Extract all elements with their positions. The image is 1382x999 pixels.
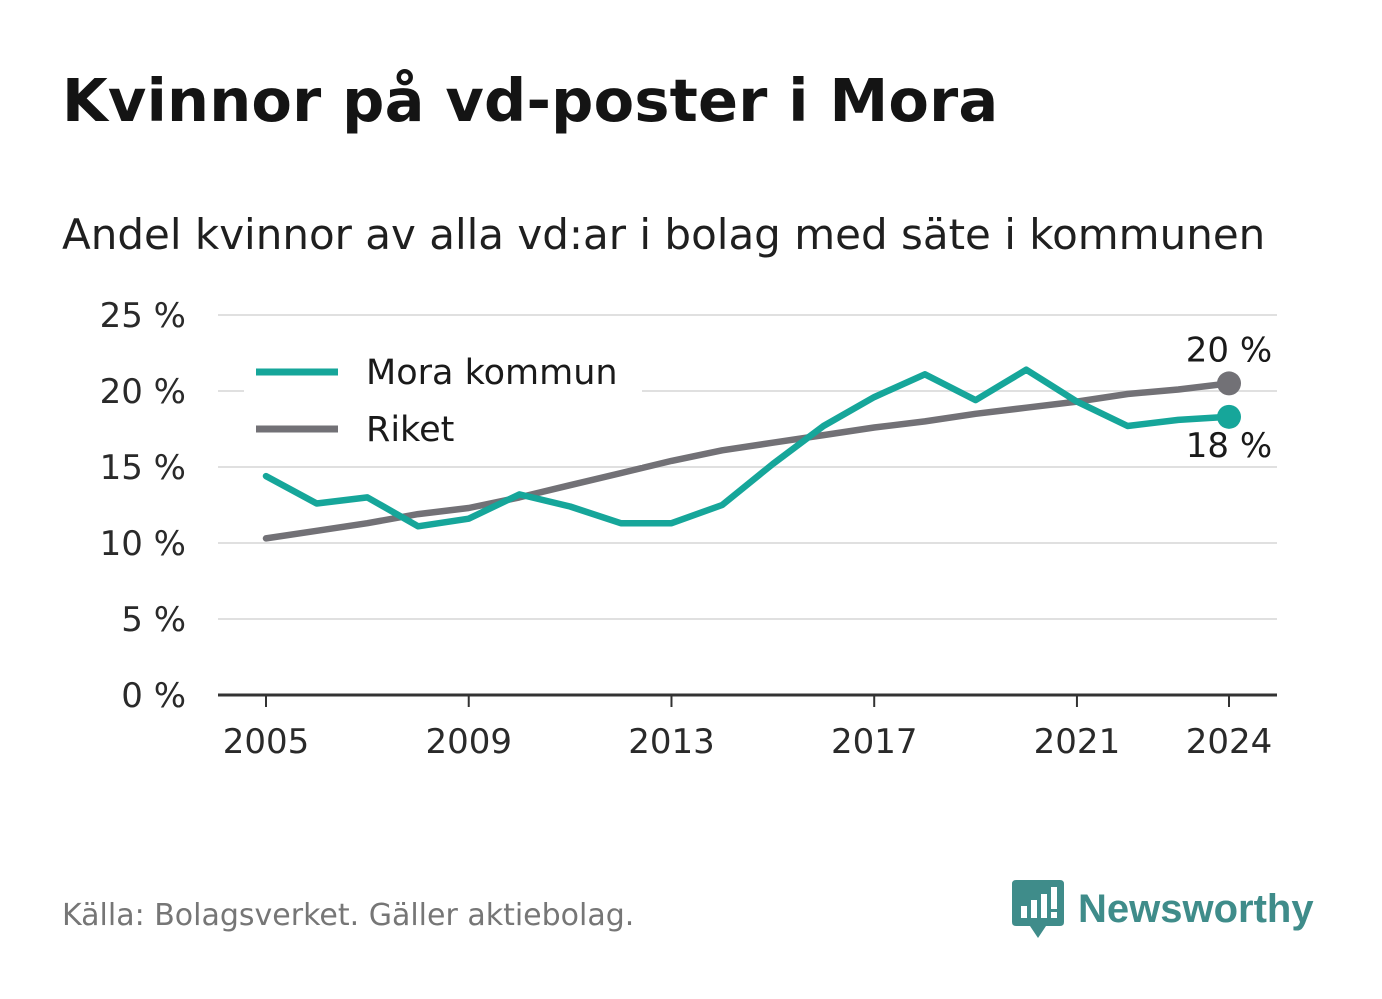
x-tick-label: 2005 xyxy=(223,722,310,762)
legend-label: Riket xyxy=(366,410,454,450)
series-line-mora-kommun xyxy=(262,366,1233,530)
series-end-point xyxy=(1217,404,1241,429)
end-value-label-mora: 18 % xyxy=(1186,426,1272,466)
chart-subtitle: Andel kvinnor av alla vd:ar i bolag med … xyxy=(62,210,1266,259)
y-tick-label: 15 % xyxy=(100,448,186,488)
legend-box xyxy=(244,345,642,465)
chart-title: Kvinnor på vd-poster i Mora xyxy=(62,66,999,135)
newsworthy-logo-icon xyxy=(1012,880,1064,938)
y-tick-label: 10 % xyxy=(100,524,186,564)
x-tick-label: 2017 xyxy=(831,722,918,762)
y-tick-label: 5 % xyxy=(121,600,186,640)
y-tick-label: 0 % xyxy=(121,676,186,716)
brand-name: Newsworthy xyxy=(1078,886,1314,931)
y-tick-label: 20 % xyxy=(100,372,186,412)
x-tick-label: 2013 xyxy=(628,722,715,762)
source-note: Källa: Bolagsverket. Gäller aktiebolag. xyxy=(62,898,635,933)
x-tick-label: 2009 xyxy=(425,722,512,762)
x-tick-label: 2021 xyxy=(1034,722,1121,762)
y-tick-label: 25 % xyxy=(100,296,186,336)
end-value-label-riket: 20 % xyxy=(1186,330,1272,370)
series-end-point xyxy=(1217,371,1241,396)
series-line-riket xyxy=(262,380,1233,542)
legend-label: Mora kommun xyxy=(366,353,618,393)
brand-logo: Newsworthy xyxy=(1010,878,1314,940)
x-tick-label: 2024 xyxy=(1186,722,1273,762)
